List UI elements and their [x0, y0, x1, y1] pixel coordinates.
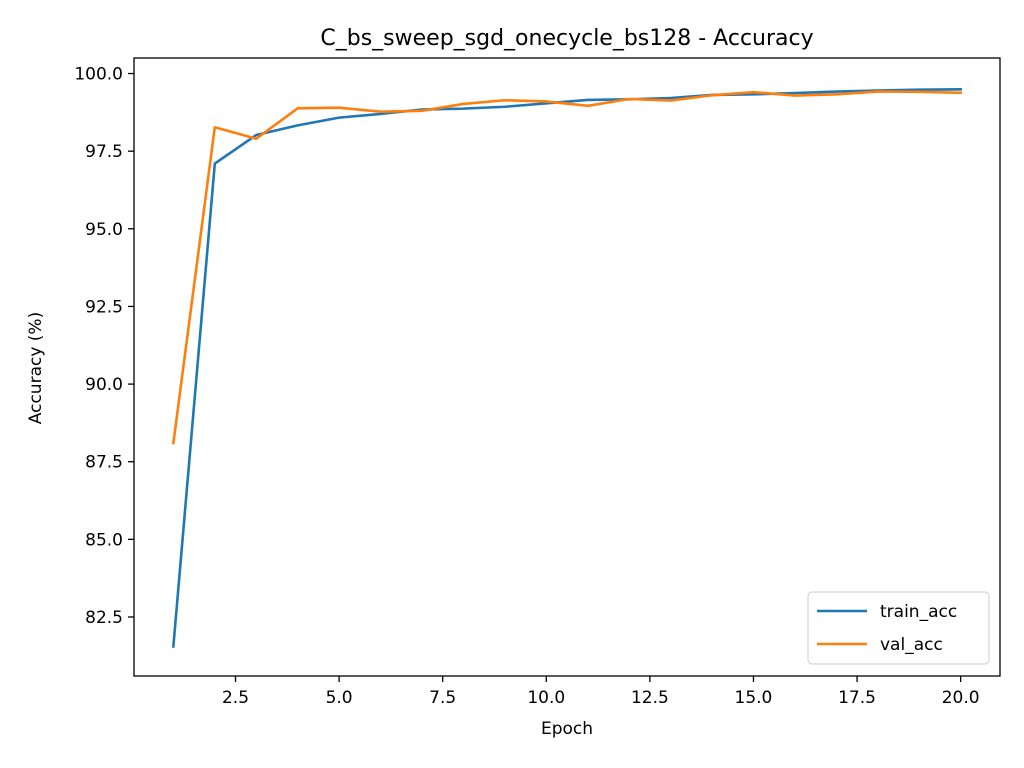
x-tick-label: 7.5 — [429, 688, 456, 708]
x-tick-label: 2.5 — [222, 688, 249, 708]
y-axis-label: Accuracy (%) — [26, 312, 46, 424]
x-tick-label: 15.0 — [735, 688, 773, 708]
legend-label-train-acc: train_acc — [880, 602, 957, 622]
y-tick-label: 97.5 — [85, 142, 123, 162]
x-tick-label: 5.0 — [326, 688, 353, 708]
x-axis-label: Epoch — [541, 719, 593, 739]
x-tick-label: 12.5 — [631, 688, 669, 708]
x-tick-label: 17.5 — [838, 688, 876, 708]
series-line-train-acc — [171, 88, 962, 648]
series-line-val-acc — [171, 90, 962, 445]
legend-label-val-acc: val_acc — [880, 635, 943, 655]
y-tick-label: 82.5 — [85, 608, 123, 628]
y-tick-label: 87.5 — [85, 453, 123, 473]
plot-area: 2.5 5.0 7.5 10.0 12.5 15.0 17.5 20.0 82.5 85.0 87.… — [74, 57, 1001, 708]
y-tick-label: 92.5 — [85, 297, 123, 317]
axes-frame — [133, 57, 1001, 677]
y-tick-label: 85.0 — [85, 530, 123, 550]
legend: train_acc val_acc — [807, 591, 990, 665]
chart-title: C_bs_sweep_sgd_onecycle_bs128 - Accuracy — [320, 26, 813, 51]
x-tick-label: 20.0 — [942, 688, 980, 708]
x-tick-label: 10.0 — [527, 688, 565, 708]
y-tick-label: 100.0 — [74, 65, 123, 85]
y-tick-label: 90.0 — [85, 375, 123, 395]
y-tick-label: 95.0 — [85, 220, 123, 240]
